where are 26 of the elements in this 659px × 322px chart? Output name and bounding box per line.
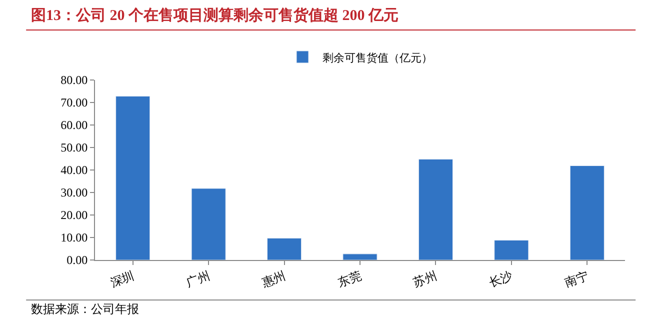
bar [494,240,529,260]
bar [418,158,453,260]
x-tick-label: 惠州 [259,268,288,290]
y-tick-label: 60.00 [60,118,88,132]
bar [267,238,302,260]
x-tick-label: 东莞 [336,268,364,290]
x-tick-label: 广州 [184,268,212,290]
legend-label: 剩余可售货值（亿元） [322,52,432,64]
x-tick-label: 深圳 [108,268,136,290]
bar [191,188,226,260]
y-tick-label: 10.00 [60,230,88,245]
x-tick-label: 南宁 [562,268,590,290]
y-tick-label: 70.00 [60,96,88,110]
y-tick-label: 30.00 [60,186,88,200]
y-tick-label: 0.00 [66,253,88,268]
source-note: 数据来源：公司年报 [31,302,139,316]
y-tick-label: 40.00 [60,163,88,178]
bar [342,254,378,260]
x-tick-label: 长沙 [487,268,515,290]
bar [116,96,150,260]
y-tick-label: 50.00 [60,140,88,155]
y-tick-label: 80.00 [60,73,88,88]
bar [570,165,604,260]
x-tick-label: 苏州 [411,268,439,290]
y-tick-label: 20.00 [60,208,88,222]
chart-title: 图13：公司 20 个在售项目测算剩余可售货值超 200 亿元 [31,7,398,24]
